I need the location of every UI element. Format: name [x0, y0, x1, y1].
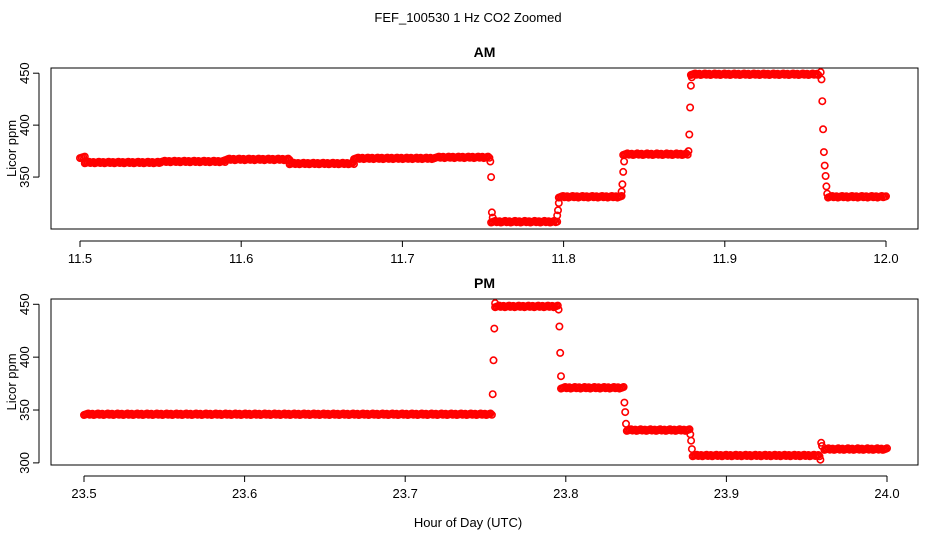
- data-point: [619, 167, 628, 176]
- x-tick-label: 23.6: [232, 486, 257, 501]
- data-point: [812, 69, 821, 78]
- data-point: [684, 147, 693, 156]
- data-point: [685, 425, 694, 434]
- data-point: [487, 173, 496, 182]
- data-point: [491, 299, 500, 308]
- y-tick-label: 350: [17, 399, 32, 421]
- panel-am: AM Licor ppm 11.5 11.6 11.7 11.8 11.9 12.0 35…: [4, 44, 919, 266]
- data-point: [815, 452, 824, 461]
- x-tick-label: 11.5: [68, 251, 92, 266]
- x-tick-label: 11.7: [390, 251, 414, 266]
- y-tick-label: 450: [17, 62, 32, 84]
- figure-title: FEF_100530 1 Hz CO2 Zoomed: [374, 10, 561, 25]
- x-tick-label: 23.7: [393, 486, 418, 501]
- y-tick-label: 400: [17, 346, 32, 368]
- data-point: [619, 382, 628, 391]
- data-point: [617, 192, 626, 201]
- data-point: [618, 180, 627, 189]
- data-point: [553, 206, 562, 215]
- data-point: [685, 130, 694, 139]
- data-point: [554, 199, 563, 208]
- data-point: [816, 68, 825, 77]
- x-tick-label: 11.8: [551, 251, 575, 266]
- data-point: [823, 189, 832, 198]
- data-points: [76, 68, 890, 227]
- panel-pm: PM Licor ppm 23.5 23.6 23.7 23.8 23.9 24.0 30…: [4, 275, 919, 501]
- data-point: [488, 390, 497, 399]
- x-tick-label: 11.6: [229, 251, 253, 266]
- data-point: [686, 81, 695, 90]
- data-point: [621, 408, 630, 417]
- data-point: [553, 301, 562, 310]
- x-tick-label: 12.0: [873, 251, 898, 266]
- data-point: [488, 213, 497, 222]
- panel-title: AM: [474, 44, 496, 60]
- data-point: [554, 305, 563, 314]
- x-axis-label: Hour of Day (UTC): [414, 515, 522, 530]
- data-point: [821, 172, 830, 181]
- y-tick-label: 450: [17, 293, 32, 315]
- data-point: [487, 410, 496, 419]
- x-tick-label: 23.9: [714, 486, 739, 501]
- y-axis: 300 350 400 450: [17, 293, 40, 474]
- data-point: [819, 125, 828, 134]
- data-point: [485, 153, 494, 162]
- data-point: [817, 441, 826, 450]
- data-point: [820, 161, 829, 170]
- data-point: [620, 398, 629, 407]
- data-point: [816, 455, 825, 464]
- data-point: [687, 73, 696, 82]
- data-point: [617, 187, 626, 196]
- y-tick-label: 400: [17, 114, 32, 136]
- plot-frame: [50, 298, 919, 466]
- data-point: [818, 97, 827, 106]
- data-point: [555, 322, 564, 331]
- data-point: [817, 438, 826, 447]
- data-point: [487, 208, 496, 217]
- data-point: [553, 211, 562, 220]
- data-point: [556, 372, 565, 381]
- data-point: [486, 409, 495, 418]
- data-point: [683, 150, 692, 159]
- data-point: [486, 157, 495, 166]
- data-point: [882, 444, 891, 453]
- x-tick-label: 24.0: [874, 486, 899, 501]
- data-point: [620, 157, 629, 166]
- y-axis-label: Licor ppm: [4, 120, 19, 177]
- data-point: [881, 192, 890, 201]
- x-tick-label: 23.8: [553, 486, 578, 501]
- data-point: [556, 348, 565, 357]
- y-tick-label: 350: [17, 166, 32, 188]
- y-axis-label: Licor ppm: [4, 353, 19, 410]
- data-point: [686, 103, 695, 112]
- data-point: [490, 324, 499, 333]
- data-point: [819, 148, 828, 157]
- x-axis: 11.5 11.6 11.7 11.8 11.9 12.0: [68, 240, 899, 266]
- data-point: [687, 445, 696, 454]
- y-axis: 350 400 450: [17, 62, 40, 188]
- data-point: [822, 182, 831, 191]
- data-points: [80, 299, 891, 464]
- x-tick-label: 11.9: [713, 251, 737, 266]
- data-point: [817, 75, 826, 84]
- panel-title: PM: [474, 275, 495, 291]
- y-tick-label: 300: [17, 452, 32, 474]
- x-tick-label: 23.5: [71, 486, 96, 501]
- data-point: [687, 436, 696, 445]
- x-axis: 23.5 23.6 23.7 23.8 23.9 24.0: [71, 475, 900, 501]
- plot-frame: [50, 67, 919, 230]
- data-point: [621, 419, 630, 428]
- data-point: [489, 356, 498, 365]
